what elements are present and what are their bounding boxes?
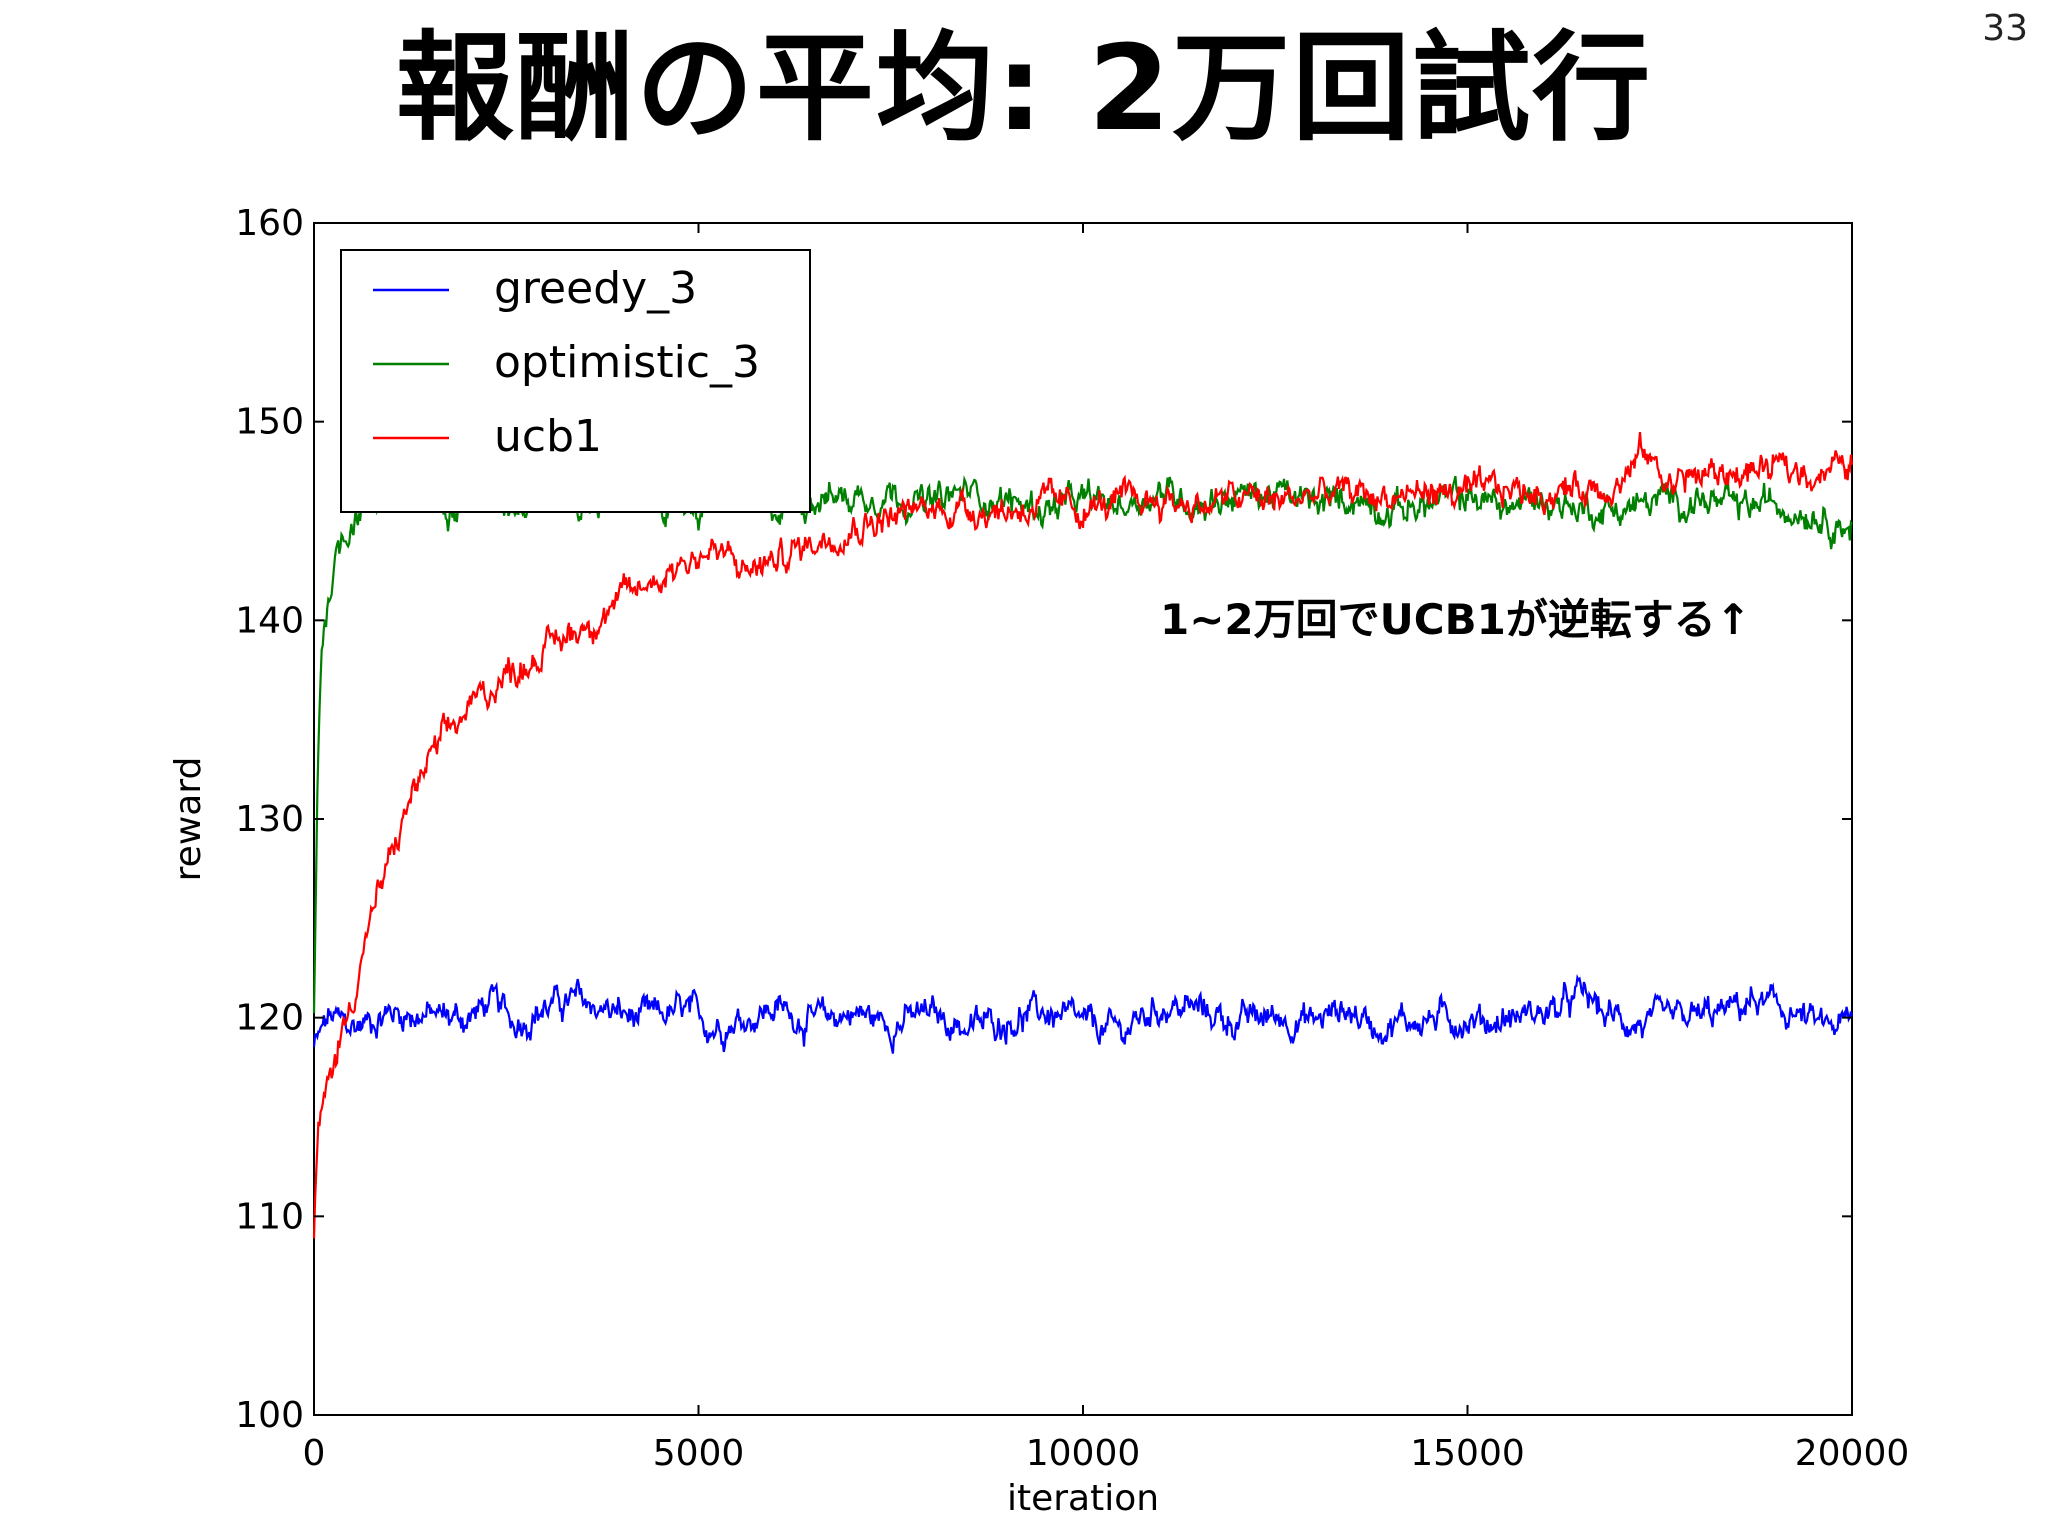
y-tick-label: 130 [235,799,304,840]
legend-label-optimistic_3: optimistic_3 [494,337,760,388]
x-tick-label: 20000 [1795,1433,1910,1474]
x-tick-label: 5000 [653,1433,745,1474]
x-tick-label: 15000 [1410,1433,1525,1474]
slide-title: 報酬の平均: 2万回試行 [395,19,1653,157]
legend-label-greedy_3: greedy_3 [494,263,697,314]
x-tick-label: 10000 [1026,1433,1141,1474]
y-tick-label: 100 [235,1395,304,1436]
series-line-greedy_3 [312,974,1854,1054]
chart-annotation: 1~2万回でUCB1が逆転する↑ [1160,595,1751,644]
series-line-ucb1 [312,431,1854,1239]
x-axis-label: iteration [1007,1478,1159,1519]
x-tick-label: 0 [303,1433,326,1474]
axis-ticks: 0 5000 10000 15000 20000 100 110 120 130 140 150 16… [235,203,1909,1474]
legend-label-ucb1: ucb1 [494,411,602,462]
y-tick-label: 150 [235,402,304,443]
y-tick-label: 140 [235,600,304,641]
y-tick-label: 160 [235,203,304,244]
legend-box [340,249,811,513]
y-axis-label: reward [168,757,209,882]
y-tick-label: 110 [235,1196,304,1237]
legend: greedy_3 optimistic_3 ucb1 [340,249,811,513]
page-number: 33 [1982,8,2028,49]
y-tick-label: 120 [235,998,304,1039]
